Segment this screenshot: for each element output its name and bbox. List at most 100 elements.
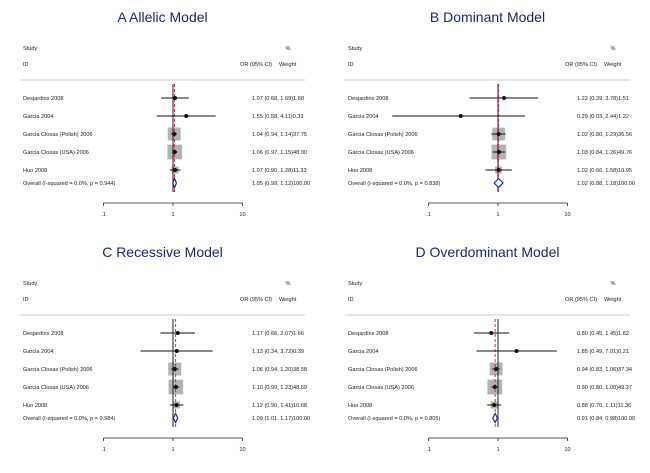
study-value: 0.90 (0.80, 1.00)49.27 [577, 385, 632, 391]
header-weight: Weight [604, 62, 622, 68]
overall-diamond [172, 412, 179, 424]
panel-title: A Allelic Model [117, 9, 207, 25]
study-label: Garcia Closas (Polish) 2006 [348, 367, 418, 373]
study-label: Desjardins 2008 [23, 331, 63, 337]
study-label: Huo 2008 [23, 168, 47, 174]
forest-panel-2: C Recessive Model Study ID% OR (95% CI) Weig… [20, 244, 310, 453]
study-label: Garcia 2004 [348, 114, 378, 120]
point-estimate-1 [458, 114, 463, 118]
study-value: 1.02 (0.80, 1.29)36.56 [577, 132, 632, 138]
header-study: Study [23, 46, 38, 52]
study-label: Garcia 2004 [23, 349, 53, 355]
point-estimate-2 [172, 367, 177, 371]
study-value: 1.22 (0.39, 3.78)1.51 [577, 96, 629, 102]
point-estimate-0 [175, 331, 180, 335]
study-label: Huo 2008 [348, 403, 372, 409]
x-tick-label: 1 [171, 212, 174, 218]
point-estimate-0 [502, 96, 507, 100]
study-value: 1.03 (0.84, 1.26)49.76 [577, 150, 632, 156]
x-tick-label: 10 [239, 212, 245, 218]
point-estimate-4 [492, 403, 497, 407]
x-tick-label: 1 [171, 447, 174, 453]
study-label: Garcia Closas (USA) 2006 [23, 150, 89, 156]
study-value: 1.10 (0.99, 1.23)48.69 [252, 385, 307, 391]
study-value: 1.04 (0.94, 1.14)37.75 [252, 132, 307, 138]
study-value: 0.80 (0.45, 1.45)1.82 [577, 331, 629, 337]
x-tick-label: .1 [426, 212, 431, 218]
study-value: 1.06 (0.94, 1.20)38.58 [252, 367, 307, 373]
header-id: ID [348, 62, 354, 68]
overall-label: Overall (I-squared = 0.0%, p = 0.838) [348, 181, 440, 187]
header-weight: Weight [604, 297, 622, 303]
overall-value: 1.05 (0.99, 1.12)100.00 [252, 181, 310, 187]
forest-panel-3: D Overdominant Model Study ID% OR (95% CI) W… [345, 244, 635, 453]
study-label: Desjardins 2008 [348, 96, 388, 102]
x-tick-label: .1 [101, 212, 106, 218]
header-study: Study [348, 281, 363, 287]
header-or-ci: OR (95% CI) [565, 297, 597, 303]
header-id: ID [23, 62, 29, 68]
point-estimate-4 [174, 403, 179, 407]
panel-title: D Overdominant Model [416, 244, 560, 260]
panel-title: C Recessive Model [102, 244, 223, 260]
study-value: 1.07 (0.90, 1.28)11.33 [252, 168, 307, 174]
point-estimate-4 [496, 168, 501, 172]
forest-panel-1: B Dominant Model Study ID% OR (95% CI) Weigh… [345, 9, 635, 218]
study-value: 1.07 (0.68, 1.69)1.68 [252, 96, 304, 102]
x-tick-label: .1 [101, 447, 106, 453]
point-estimate-2 [494, 367, 499, 371]
study-label: Desjardins 2008 [348, 331, 388, 337]
header-weight: Weight [279, 297, 297, 303]
point-estimate-1 [184, 114, 189, 118]
study-label: Garcia 2004 [348, 349, 378, 355]
study-value: 1.06 (0.97, 1.15)48.90 [252, 150, 307, 156]
study-label: Garcia Closas (USA) 2006 [348, 150, 414, 156]
study-label: Huo 2008 [348, 168, 372, 174]
overall-value: 1.02 (0.88, 1.18)100.00 [577, 181, 635, 187]
study-label: Garcia Closas (Polish) 2006 [348, 132, 418, 138]
header-weight: Weight [279, 62, 297, 68]
study-label: Garcia Closas (Polish) 2006 [23, 367, 93, 373]
point-estimate-0 [173, 96, 178, 100]
header-percent: % [611, 46, 616, 52]
x-tick-label: 10 [239, 447, 245, 453]
study-label: Desjardins 2008 [23, 96, 63, 102]
x-tick-label: 10 [564, 447, 570, 453]
header-id: ID [23, 297, 29, 303]
x-tick-label: 1 [496, 212, 499, 218]
point-estimate-1 [174, 349, 179, 353]
study-value: 1.02 (0.66, 1.58)10.95 [577, 168, 632, 174]
point-estimate-3 [173, 385, 178, 389]
panel-title: B Dominant Model [430, 9, 545, 25]
overall-label: Overall (I-squared = 0.0%, p = 0.805) [348, 416, 440, 422]
point-estimate-3 [496, 150, 501, 154]
study-value: 0.94 (0.83, 1.06)37.34 [577, 367, 632, 373]
study-value: 1.85 (0.49, 7.01)0.21 [577, 349, 629, 355]
point-estimate-2 [496, 132, 501, 136]
study-label: Garcia Closas (Polish) 2006 [23, 132, 93, 138]
header-percent: % [286, 281, 291, 287]
overall-label: Overall (I-squared = 0.0%, p = 0.944) [23, 181, 115, 187]
forest-panel-0: A Allelic Model Study ID% OR (95% CI) Weight… [20, 9, 310, 218]
overall-value: 1.09 (1.01, 1.17)100.00 [252, 416, 310, 422]
study-label: Garcia Closas (USA) 2006 [348, 385, 414, 391]
point-estimate-4 [173, 168, 178, 172]
header-or-ci: OR (95% CI) [565, 62, 597, 68]
study-label: Huo 2008 [23, 403, 47, 409]
study-label: Garcia 2004 [23, 114, 53, 120]
x-tick-label: 10 [564, 212, 570, 218]
header-study: Study [23, 281, 38, 287]
point-estimate-1 [514, 349, 519, 353]
study-label: Garcia Closas (USA) 2006 [23, 385, 89, 391]
point-estimate-3 [172, 150, 177, 154]
point-estimate-2 [172, 132, 177, 136]
study-value: 1.17 (0.66, 2.07)1.66 [252, 331, 304, 337]
x-tick-label: .1 [426, 447, 431, 453]
study-value: 1.55 (0.58, 4.11)0.33 [252, 114, 304, 120]
overall-diamond [172, 176, 178, 190]
header-or-ci: OR (95% CI) [240, 62, 272, 68]
overall-diamond [492, 412, 499, 424]
header-percent: % [286, 46, 291, 52]
header-study: Study [348, 46, 363, 52]
